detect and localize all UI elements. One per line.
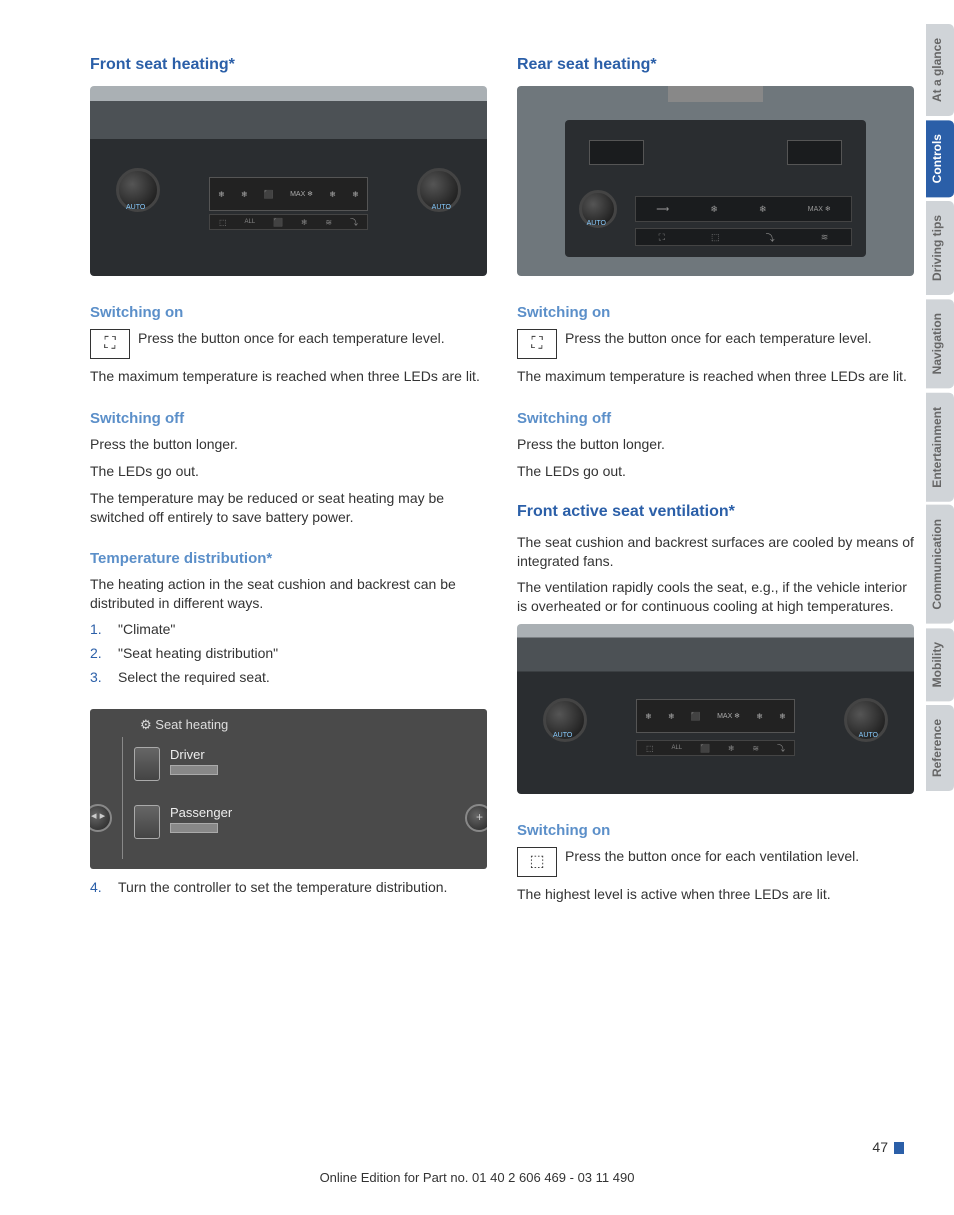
rear-button-row: ⟶❄❄MAX ❄: [635, 196, 853, 222]
rear-lower-row: ⛶⬚⤵≋: [635, 228, 853, 246]
right-plus-knob: +: [465, 804, 487, 832]
screen-header: ⚙ Seat heating: [140, 717, 228, 733]
temp-dist-intro: The heating action in the seat cushion a…: [90, 575, 487, 613]
driver-seat-icon: [134, 747, 160, 781]
tab-navigation[interactable]: Navigation: [926, 299, 954, 388]
vent-lower-row: ⬚ALL⬛❄≋⤵: [636, 740, 795, 756]
temp-dist-steps: 1."Climate" 2."Seat heating distribution…: [90, 621, 487, 693]
auto-label-left: AUTO: [126, 204, 145, 211]
passenger-slider: [170, 823, 218, 833]
step-1: 1."Climate": [90, 621, 487, 637]
rear-switching-off-p2: The LEDs go out.: [517, 462, 914, 481]
right-column: Rear seat heating* AUTO ⟶❄❄MAX ❄ ⛶⬚⤵≋ Sw…: [517, 50, 914, 1090]
temp-dist-title: Temperature distribution*: [90, 550, 487, 567]
driver-slider: [170, 765, 218, 775]
rear-vent-right: [787, 140, 842, 165]
console-button-row: ❄❄⬛MAX ❄❄❄: [209, 177, 368, 211]
left-column: Front seat heating* ❄❄⬛MAX ❄❄❄ AUTO AUTO…: [90, 50, 487, 1090]
rear-switching-on-title: Switching on: [517, 304, 914, 321]
seat-heat-icon: ⛶: [90, 329, 130, 359]
tab-at-a-glance[interactable]: At a glance: [926, 24, 954, 116]
auto-label-right: AUTO: [432, 204, 451, 211]
switching-off-p2: The LEDs go out.: [90, 462, 487, 481]
screen-divider: [122, 737, 123, 859]
temp-dist-step4-list: 4.Turn the controller to set the tempera…: [90, 879, 487, 903]
rear-switching-off-p1: Press the button longer.: [517, 435, 914, 454]
footer-text: Online Edition for Part no. 01 40 2 606 …: [0, 1170, 954, 1185]
step-4: 4.Turn the controller to set the tempera…: [90, 879, 487, 895]
switching-off-p3: The temperature may be reduced or seat h…: [90, 489, 487, 527]
vent-icon-row: ⬚ Press the button once for each ventila…: [517, 847, 914, 877]
icon-instruction-row: ⛶ Press the button once for each tempera…: [90, 329, 487, 359]
tab-driving-tips[interactable]: Driving tips: [926, 201, 954, 295]
switching-on-title: Switching on: [90, 304, 487, 321]
passenger-row: Passenger: [170, 805, 232, 820]
rear-switching-off-title: Switching off: [517, 410, 914, 427]
rear-top-strip: [668, 86, 763, 102]
rear-max-temp-text: The maximum temperature is reached when …: [517, 367, 914, 386]
idrive-screen-illustration: ⚙ Seat heating Driver Passenger ◂ ▸ +: [90, 709, 487, 869]
vent-auto-left: AUTO: [553, 732, 572, 739]
vent-auto-right: AUTO: [859, 732, 878, 739]
switching-off-p1: Press the button longer.: [90, 435, 487, 454]
seat-vent-icon: ⬚: [517, 847, 557, 877]
front-vent-title: Front active seat ventilation*: [517, 503, 914, 521]
rear-icon-row: ⛶ Press the button once for each tempera…: [517, 329, 914, 359]
rear-vent-left: [589, 140, 644, 165]
page-number: 47: [872, 1139, 888, 1155]
vent-console-illustration: ❄❄⬛MAX ❄❄❄ AUTO AUTO ⬚ALL⬛❄≋⤵: [517, 624, 914, 794]
rear-seat-heating-title: Rear seat heating*: [517, 56, 914, 74]
step-3: 3.Select the required seat.: [90, 669, 487, 685]
vent-switching-on-title: Switching on: [517, 822, 914, 839]
tab-mobility[interactable]: Mobility: [926, 628, 954, 701]
rear-auto-label: AUTO: [587, 220, 606, 227]
tab-entertainment[interactable]: Entertainment: [926, 393, 954, 502]
step-2: 2."Seat heating distribution": [90, 645, 487, 661]
vent-button-row: ❄❄⬛MAX ❄❄❄: [636, 699, 795, 733]
switching-off-title: Switching off: [90, 410, 487, 427]
front-vent-p2: The ventilation rapidly cools the seat, …: [517, 578, 914, 616]
tab-reference[interactable]: Reference: [926, 705, 954, 791]
rear-panel: AUTO ⟶❄❄MAX ❄ ⛶⬚⤵≋: [565, 120, 867, 257]
console-lower-row: ⬚ALL⬛❄≋⤵: [209, 214, 368, 230]
front-seat-heating-title: Front seat heating*: [90, 56, 487, 74]
page-content: Front seat heating* ❄❄⬛MAX ❄❄❄ AUTO AUTO…: [0, 0, 954, 1120]
max-temp-text: The maximum temperature is reached when …: [90, 367, 487, 386]
front-console-illustration: ❄❄⬛MAX ❄❄❄ AUTO AUTO ⬚ALL⬛❄≋⤵: [90, 86, 487, 276]
tab-controls[interactable]: Controls: [926, 120, 954, 197]
vent-switching-on-text: Press the button once for each ventilati…: [565, 847, 914, 866]
vent-highest-level-text: The highest level is active when three L…: [517, 885, 914, 904]
passenger-seat-icon: [134, 805, 160, 839]
driver-row: Driver: [170, 747, 205, 762]
seat-heat-icon: ⛶: [517, 329, 557, 359]
rear-console-illustration: AUTO ⟶❄❄MAX ❄ ⛶⬚⤵≋: [517, 86, 914, 276]
rear-switching-on-text: Press the button once for each temperatu…: [565, 329, 914, 348]
switching-on-text: Press the button once for each temperatu…: [138, 329, 487, 348]
side-nav-tabs: At a glance Controls Driving tips Naviga…: [926, 24, 954, 791]
front-vent-p1: The seat cushion and backrest surfaces a…: [517, 533, 914, 571]
tab-communication[interactable]: Communication: [926, 505, 954, 624]
left-arrow-knob: ◂ ▸: [90, 804, 112, 832]
